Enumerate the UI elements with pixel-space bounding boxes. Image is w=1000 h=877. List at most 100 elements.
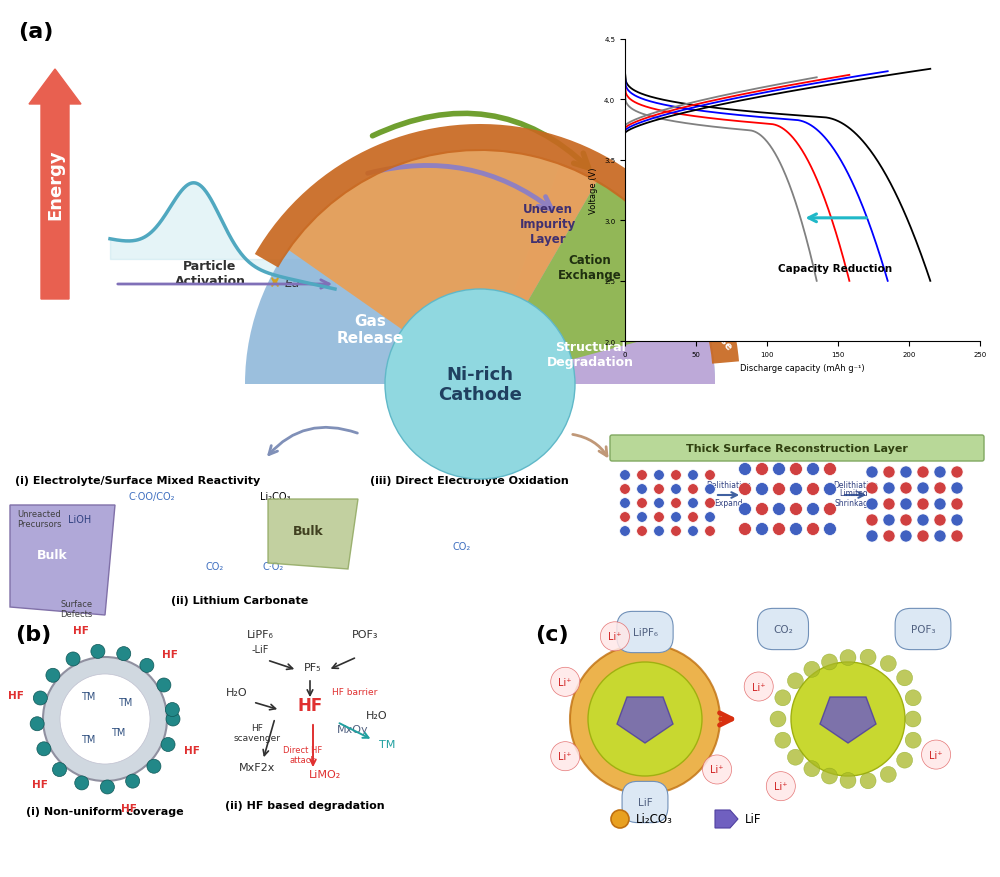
Text: Cation
Exchange: Cation Exchange xyxy=(558,253,622,282)
Circle shape xyxy=(824,503,836,516)
Circle shape xyxy=(807,503,819,516)
Circle shape xyxy=(807,483,819,496)
Circle shape xyxy=(880,656,896,672)
Text: Gas
Release: Gas Release xyxy=(336,313,404,346)
FancyArrow shape xyxy=(29,70,81,300)
Circle shape xyxy=(883,531,895,543)
Circle shape xyxy=(790,503,802,516)
Text: Uneven
Impurity
Layer: Uneven Impurity Layer xyxy=(520,203,576,246)
Text: Particle
Activation: Particle Activation xyxy=(175,260,246,288)
Circle shape xyxy=(620,526,630,537)
Wedge shape xyxy=(245,150,715,384)
Text: Li₂CO₃: Li₂CO₃ xyxy=(260,491,291,502)
Text: C·OO/CO₂: C·OO/CO₂ xyxy=(128,491,175,502)
Circle shape xyxy=(637,526,647,537)
Circle shape xyxy=(883,467,895,479)
Circle shape xyxy=(934,514,946,526)
Circle shape xyxy=(688,498,698,509)
Circle shape xyxy=(739,463,751,476)
Text: Capacity Reduction: Capacity Reduction xyxy=(778,264,892,274)
Circle shape xyxy=(147,759,161,774)
Text: (ii) Lithium Carbonate: (ii) Lithium Carbonate xyxy=(171,595,309,605)
Circle shape xyxy=(611,810,629,828)
Text: Thick Surface Reconstruction Layer: Thick Surface Reconstruction Layer xyxy=(686,444,908,453)
Circle shape xyxy=(705,470,715,481)
Circle shape xyxy=(654,484,664,495)
Circle shape xyxy=(705,484,715,495)
Circle shape xyxy=(951,467,963,479)
Text: -LiF: -LiF xyxy=(251,645,269,654)
Circle shape xyxy=(880,766,896,782)
Circle shape xyxy=(860,773,876,789)
Circle shape xyxy=(620,470,630,481)
Circle shape xyxy=(654,512,664,523)
Circle shape xyxy=(790,463,802,476)
Circle shape xyxy=(791,662,905,776)
Circle shape xyxy=(637,484,647,495)
Circle shape xyxy=(739,483,751,496)
Circle shape xyxy=(787,749,803,766)
Circle shape xyxy=(900,467,912,479)
Circle shape xyxy=(824,463,836,476)
Text: HF: HF xyxy=(32,779,48,789)
Text: (b): (b) xyxy=(15,624,51,645)
Circle shape xyxy=(775,732,791,748)
Text: Li⁺: Li⁺ xyxy=(929,750,943,759)
Circle shape xyxy=(688,512,698,523)
Text: PF₅: PF₅ xyxy=(304,662,322,673)
Text: Li⁺: Li⁺ xyxy=(558,752,572,761)
Circle shape xyxy=(900,498,912,510)
Text: CO₂: CO₂ xyxy=(452,541,470,552)
Circle shape xyxy=(739,503,751,516)
FancyBboxPatch shape xyxy=(610,436,984,461)
Circle shape xyxy=(900,482,912,495)
Circle shape xyxy=(637,512,647,523)
Circle shape xyxy=(866,482,878,495)
Text: Li₂CO₃: Li₂CO₃ xyxy=(636,813,673,825)
Circle shape xyxy=(166,712,180,726)
Text: TM: TM xyxy=(81,691,95,702)
Circle shape xyxy=(620,484,630,495)
Circle shape xyxy=(37,742,51,756)
Text: MxF2x: MxF2x xyxy=(239,762,275,772)
Circle shape xyxy=(905,690,921,706)
Circle shape xyxy=(688,526,698,537)
Circle shape xyxy=(756,503,768,516)
Circle shape xyxy=(756,523,768,536)
Text: Ea: Ea xyxy=(285,276,301,289)
Circle shape xyxy=(951,498,963,510)
Text: Surface
Defects: Surface Defects xyxy=(60,599,92,618)
Circle shape xyxy=(60,674,150,764)
Circle shape xyxy=(790,523,802,536)
Circle shape xyxy=(900,531,912,543)
Circle shape xyxy=(804,761,820,777)
Circle shape xyxy=(671,526,681,537)
Polygon shape xyxy=(715,810,738,828)
Wedge shape xyxy=(528,182,707,360)
Circle shape xyxy=(705,512,715,523)
Text: Li⁺: Li⁺ xyxy=(710,765,724,774)
Text: LiPF₆: LiPF₆ xyxy=(633,627,658,638)
Circle shape xyxy=(157,678,171,692)
Circle shape xyxy=(866,531,878,543)
Circle shape xyxy=(883,514,895,526)
Text: NiO-like Rock Salt phase: NiO-like Rock Salt phase xyxy=(637,232,733,352)
Circle shape xyxy=(773,503,785,516)
Circle shape xyxy=(671,484,681,495)
Text: Delithiation: Delithiation xyxy=(707,481,751,489)
Circle shape xyxy=(821,768,837,784)
Text: Energy: Energy xyxy=(46,149,64,220)
Circle shape xyxy=(100,780,114,794)
Text: LiF: LiF xyxy=(745,813,762,825)
Text: (ii) HF based degradation: (ii) HF based degradation xyxy=(225,800,385,810)
Text: H₂O: H₂O xyxy=(366,710,388,720)
Text: HF: HF xyxy=(162,649,178,660)
Circle shape xyxy=(126,774,140,788)
Circle shape xyxy=(770,711,786,727)
Text: TM: TM xyxy=(379,739,395,749)
Text: HF barrier: HF barrier xyxy=(332,688,378,696)
Circle shape xyxy=(840,773,856,788)
Circle shape xyxy=(654,470,664,481)
Circle shape xyxy=(620,498,630,509)
Text: HF: HF xyxy=(73,625,89,636)
